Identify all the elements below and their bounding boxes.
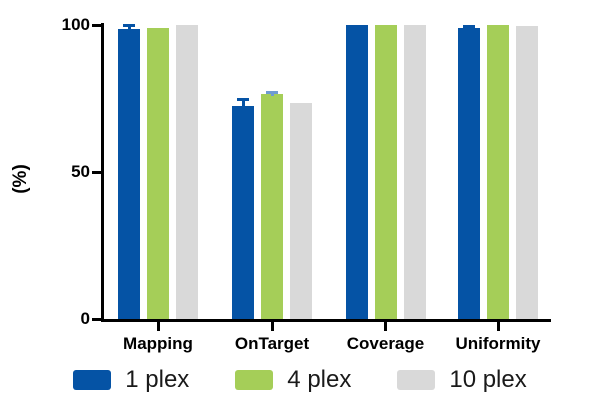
y-tick-50 [92, 170, 101, 174]
category-label-coverage: Coverage [346, 334, 425, 353]
bar-mapping-10-plex [176, 25, 198, 319]
x-tick-ontarget [270, 322, 274, 331]
x-tick-mapping [156, 322, 160, 331]
legend-item-1-plex: 1 plex [73, 366, 189, 394]
legend-item-4-plex: 4 plex [235, 366, 351, 394]
error-bar-ontarget-1-plex [241, 98, 245, 108]
x-tick-uniformity [496, 322, 500, 331]
category-label-mapping: Mapping [123, 334, 193, 353]
error-bar-mapping-1-plex [127, 25, 131, 32]
y-tick-label-0: 0 [80, 309, 90, 328]
y-tick-label-100: 100 [61, 15, 90, 34]
bar-coverage-1-plex [345, 25, 368, 319]
bar-uniformity-1-plex [458, 27, 480, 319]
error-cap-mapping-1-plex [123, 24, 135, 27]
legend-item-10-plex: 10 plex [397, 366, 527, 394]
legend-label-1-plex: 1 plex [125, 366, 190, 393]
bar-ontarget-10-plex [290, 102, 312, 319]
bar-coverage-10-plex [403, 25, 426, 319]
bar-mapping-1-plex [118, 29, 140, 319]
x-axis-line [101, 319, 551, 322]
bar-mapping-4-plex [147, 27, 169, 319]
error-cap-ontarget-4-plex [266, 90, 278, 94]
category-label-ontarget: OnTarget [234, 334, 310, 353]
bar-ontarget-4-plex [261, 94, 283, 319]
error-cap-uniformity-1-plex [463, 25, 475, 29]
legend: 1 plex 4 plex 10 plex [0, 366, 600, 394]
y-axis-label: (%) [10, 164, 31, 194]
error-cap-ontarget-1-plex [237, 97, 249, 101]
y-axis-line [101, 23, 104, 322]
legend-label-10-plex: 10 plex [449, 366, 527, 393]
error-bar-ontarget-4-plex [270, 91, 274, 97]
legend-swatch-4-plex [235, 370, 274, 390]
bar-ontarget-1-plex [232, 105, 254, 319]
category-label-uniformity: Uniformity [455, 334, 541, 353]
legend-swatch-1-plex [73, 370, 112, 390]
y-tick-0 [92, 317, 101, 321]
y-tick-100 [92, 23, 101, 27]
legend-swatch-10-plex [397, 370, 436, 390]
x-tick-coverage [384, 322, 387, 331]
bar-coverage-4-plex [374, 25, 397, 319]
legend-label-4-plex: 4 plex [287, 366, 352, 393]
y-tick-label-50: 50 [71, 162, 90, 181]
bar-uniformity-4-plex [487, 25, 509, 319]
bar-uniformity-10-plex [516, 25, 538, 319]
